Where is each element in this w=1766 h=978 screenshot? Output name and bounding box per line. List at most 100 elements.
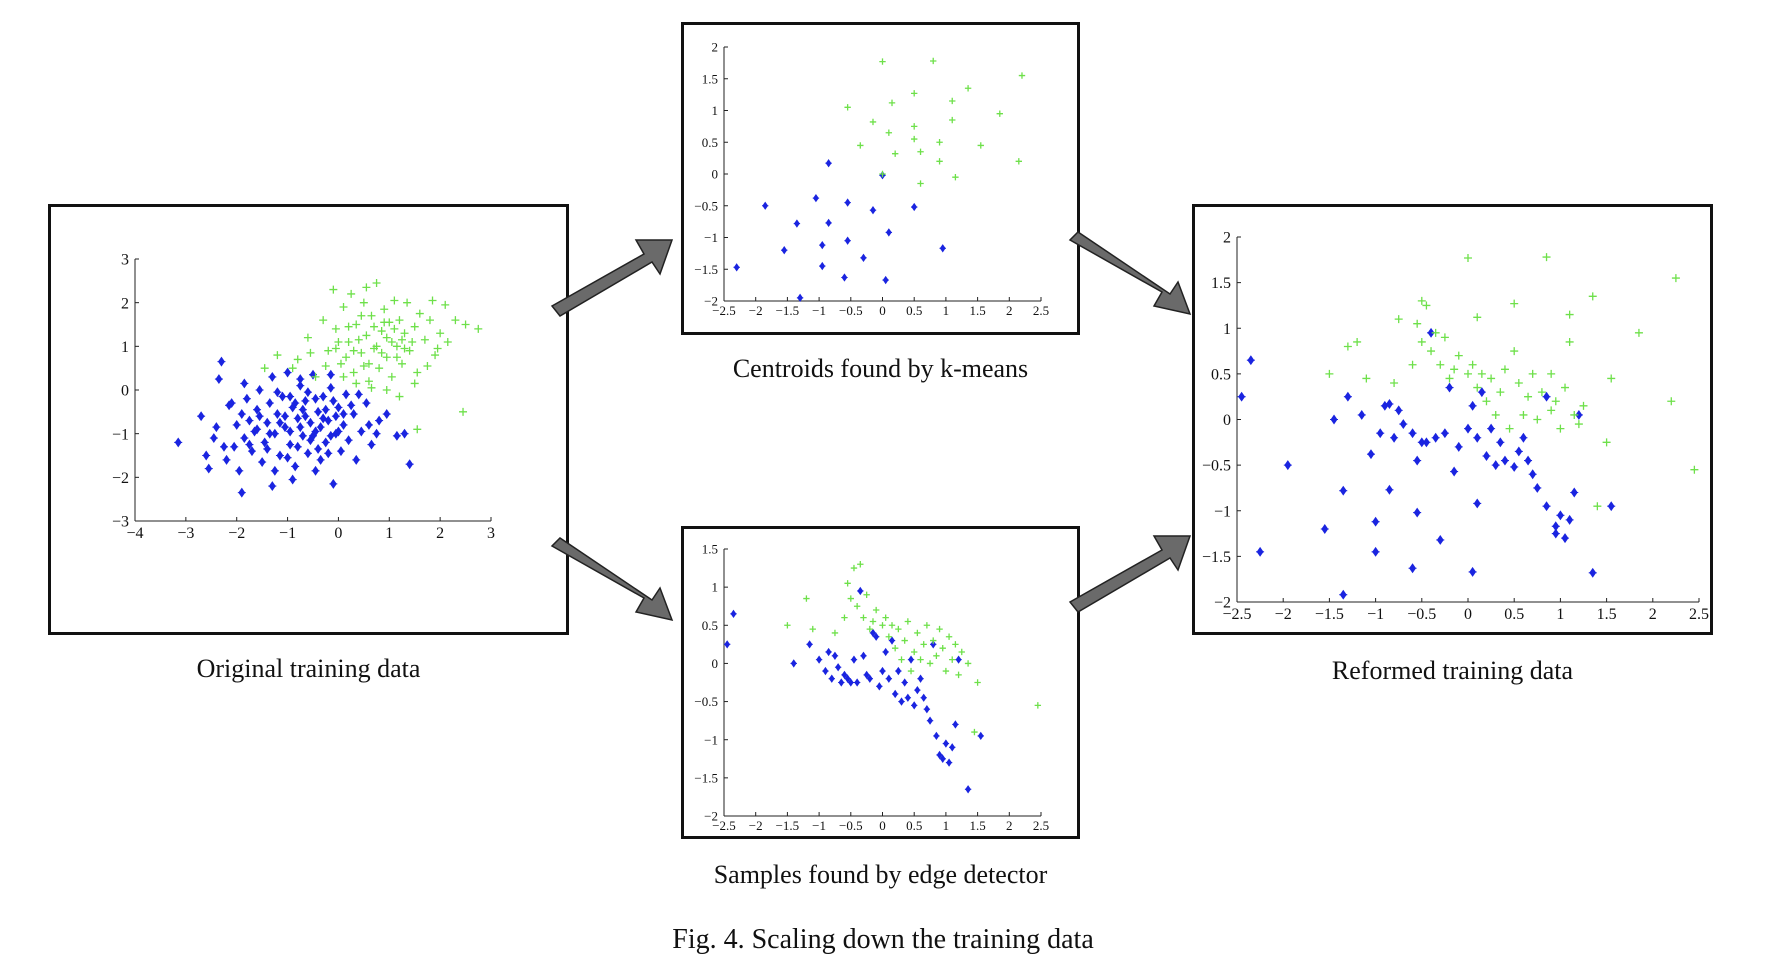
data-point-plus (1422, 301, 1431, 310)
data-point-diamond (1561, 533, 1570, 544)
data-point-diamond (796, 293, 804, 302)
data-point-plus (349, 346, 358, 355)
data-point-diamond (1524, 455, 1533, 466)
data-point-plus (431, 351, 440, 360)
data-point-diamond (1440, 428, 1449, 439)
y-tick-label: 1 (121, 339, 129, 356)
data-point-diamond (1565, 514, 1574, 525)
data-point-diamond (1413, 455, 1422, 466)
data-point-diamond (329, 478, 338, 489)
data-point-diamond (762, 201, 769, 210)
data-point-diamond (895, 666, 902, 676)
data-point-plus (1450, 365, 1459, 374)
data-point-diamond (1376, 428, 1385, 439)
x-tick-label: −4 (126, 525, 143, 542)
x-tick-label: 0 (879, 303, 886, 318)
plot-original: −4 −3 −2 −1 0 1 2 3 −3 −2 −1 0 1 2 3 (48, 204, 569, 635)
data-point-diamond (1468, 400, 1477, 411)
data-point-plus (1362, 374, 1371, 383)
data-point-diamond (939, 754, 946, 763)
data-point-diamond (268, 481, 277, 492)
data-point-plus (364, 377, 373, 386)
data-point-diamond (339, 409, 348, 419)
data-point-plus (372, 342, 381, 351)
data-point-plus (1593, 502, 1602, 511)
data-point-plus (1667, 397, 1676, 406)
data-point-diamond (334, 402, 343, 413)
y-tick-label: 1.5 (702, 71, 718, 86)
data-point-diamond (841, 273, 848, 282)
data-point-plus (425, 316, 434, 325)
data-point-diamond (270, 428, 279, 439)
data-point-diamond (326, 382, 335, 393)
data-point-plus (400, 344, 409, 353)
x-tick-label: 2 (1006, 818, 1013, 833)
data-point-diamond (1408, 428, 1417, 439)
data-point-diamond (1477, 387, 1486, 398)
data-point-diamond (275, 450, 284, 461)
data-point-diamond (316, 454, 325, 465)
data-point-plus (1547, 406, 1556, 415)
y-tick-label: −0.5 (694, 198, 718, 213)
y-tick-label: 0 (712, 167, 719, 182)
data-point-diamond (303, 387, 312, 398)
plot-reformed: −2.5 −2 −1.5 −1 −0.5 0 0.5 1 1.5 2 2.5 −2 −1.5 −1 −0.5… (1192, 204, 1713, 635)
data-point-diamond (831, 651, 839, 660)
data-point-diamond (1473, 432, 1482, 443)
x-tick-label: −0.5 (1407, 606, 1436, 623)
data-point-diamond (879, 666, 886, 676)
data-point-plus (357, 311, 366, 320)
data-point-diamond (306, 417, 315, 428)
data-point-plus (410, 322, 419, 331)
plot-centroids: −2.5 −2 −1.5 −1 −0.5 0 0.5 1 1.5 2 2.5 −2 −1.5 −1 −0.5… (681, 22, 1080, 335)
data-point-plus (1487, 374, 1496, 383)
data-point-plus (888, 99, 896, 107)
data-point-plus (423, 361, 432, 370)
data-point-diamond (268, 371, 277, 382)
data-point-diamond (230, 441, 239, 452)
data-point-diamond (847, 678, 854, 687)
data-point-plus (474, 324, 483, 333)
data-point-plus (321, 361, 330, 370)
data-point-plus (357, 348, 366, 357)
data-point-plus (1417, 337, 1426, 346)
arrow-to-edge (550, 537, 674, 622)
data-point-plus (395, 392, 404, 401)
data-point-plus (930, 57, 937, 65)
x-tick-label: 0 (1464, 606, 1472, 623)
data-point-diamond (392, 430, 401, 441)
data-point-diamond (342, 389, 351, 400)
y-tick-label: 2 (712, 40, 719, 55)
data-point-diamond (939, 244, 946, 253)
data-point-diamond (926, 716, 934, 725)
data-point-diamond (1496, 437, 1505, 448)
data-point-plus (1551, 397, 1560, 406)
data-point-diamond (364, 419, 373, 430)
series-1 (844, 57, 1026, 187)
data-point-plus (1482, 397, 1491, 406)
data-point-plus (1445, 374, 1454, 383)
data-point-diamond (260, 437, 269, 448)
data-point-diamond (357, 426, 366, 437)
data-point-plus (1565, 337, 1574, 346)
y-tick-label: 1.5 (702, 542, 718, 557)
data-point-plus (1561, 383, 1570, 392)
x-tick-label: 0.5 (1504, 606, 1524, 623)
data-point-plus (329, 285, 338, 294)
data-point-diamond (293, 441, 302, 452)
data-point-diamond (822, 666, 829, 676)
data-point-plus (415, 309, 424, 318)
data-point-diamond (1246, 355, 1255, 366)
x-tick-label: 2.5 (1689, 606, 1709, 623)
data-point-plus (1473, 313, 1482, 322)
data-point-diamond (781, 246, 788, 255)
data-point-plus (914, 629, 921, 637)
data-point-diamond (247, 446, 256, 457)
data-point-diamond (273, 409, 282, 419)
y-tick-label: −1 (704, 732, 718, 747)
data-point-plus (863, 591, 870, 598)
data-point-diamond (1399, 419, 1408, 430)
data-point-diamond (329, 395, 338, 406)
data-point-plus (1510, 299, 1519, 308)
data-point-plus (1547, 369, 1556, 378)
